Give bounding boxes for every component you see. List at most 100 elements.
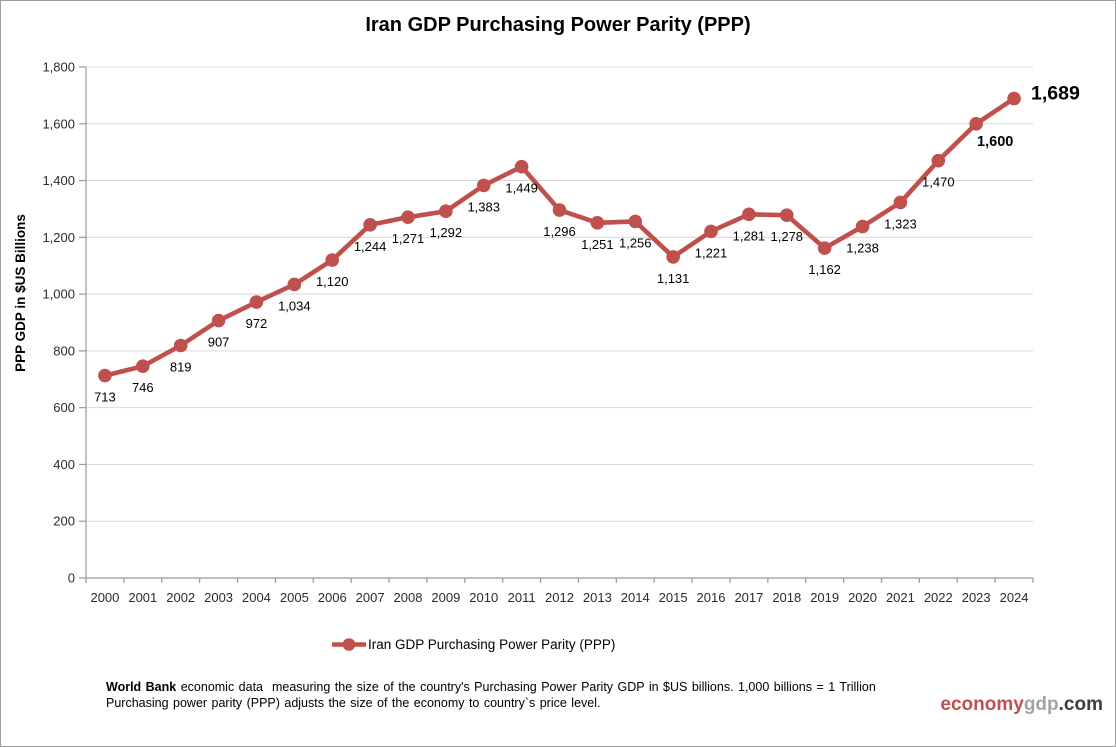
data-point-label: 1,323	[884, 216, 917, 231]
data-point-marker	[628, 214, 643, 229]
data-point-marker	[514, 159, 529, 174]
footer-source: World Bank	[106, 680, 177, 694]
y-tick-label: 600	[53, 400, 75, 415]
y-tick-label: 200	[53, 514, 75, 529]
data-point-label: 819	[170, 359, 192, 374]
data-point-label: 1,449	[505, 181, 538, 196]
x-tick-label: 2008	[394, 590, 423, 605]
legend: Iran GDP Purchasing Power Parity (PPP)	[331, 637, 615, 652]
x-tick-label: 2009	[431, 590, 460, 605]
data-point-marker	[704, 224, 718, 239]
data-point-marker	[98, 368, 112, 383]
data-point-label: 1,278	[771, 229, 804, 244]
data-point-marker	[439, 204, 453, 219]
y-tick-label: 400	[53, 457, 75, 472]
data-point-label: 1,131	[657, 271, 690, 286]
x-tick-label: 2017	[734, 590, 763, 605]
data-point-label: 972	[246, 316, 268, 331]
data-point-label: 1,251	[581, 237, 614, 252]
data-point-label: 1,244	[354, 239, 387, 254]
legend-marker-dot	[342, 638, 356, 651]
data-point-marker	[552, 203, 567, 217]
footer-line1: economic data measuring the size of the …	[176, 680, 876, 694]
data-point-marker	[779, 208, 794, 222]
data-point-marker	[893, 195, 908, 210]
x-tick-label: 2020	[848, 590, 877, 605]
x-tick-label: 2000	[90, 590, 119, 605]
y-tick-label: 1,200	[42, 230, 75, 245]
data-point-marker	[1007, 91, 1021, 106]
chart-title: Iran GDP Purchasing Power Parity (PPP)	[365, 14, 751, 36]
x-tick-label: 2011	[508, 590, 536, 605]
data-point-marker	[136, 359, 150, 374]
data-point-label: 746	[132, 380, 154, 395]
data-point-marker	[817, 241, 832, 255]
data-point-label: 1,689	[1031, 83, 1080, 105]
x-tick-label: 2003	[204, 590, 233, 605]
watermark-gdp: gdp	[1023, 694, 1059, 715]
x-tick-label: 2007	[356, 590, 385, 605]
data-point-label: 907	[208, 335, 230, 350]
y-tick-label: 1,400	[42, 173, 75, 188]
x-tick-label: 2015	[659, 590, 688, 605]
data-point-label: 1,296	[543, 224, 576, 239]
data-point-marker	[325, 253, 340, 267]
data-point-marker	[211, 313, 226, 328]
x-tick-label: 2005	[280, 590, 309, 605]
legend-line-marker-icon	[332, 638, 366, 651]
x-tick-label: 2006	[318, 590, 347, 605]
data-point-label: 1,271	[392, 231, 425, 246]
data-point-label: 1,470	[922, 175, 955, 190]
data-point-marker	[666, 250, 680, 264]
x-tick-label: 2024	[1000, 590, 1029, 605]
data-point-marker	[742, 207, 756, 222]
legend-label: Iran GDP Purchasing Power Parity (PPP)	[368, 637, 616, 652]
data-point-marker	[287, 277, 302, 292]
x-tick-label: 2018	[772, 590, 801, 605]
x-tick-label: 2012	[545, 590, 574, 605]
x-tick-label: 2021	[886, 590, 915, 605]
footer-line2: Purchasing power parity (PPP) adjusts th…	[106, 695, 601, 710]
data-point-marker	[476, 178, 491, 193]
x-tick-label: 2019	[810, 590, 839, 605]
watermark-economy: economy	[940, 694, 1024, 715]
x-tick-label: 2014	[621, 590, 650, 605]
data-point-marker	[401, 210, 415, 224]
data-point-label: 1,256	[619, 235, 652, 250]
data-point-marker	[969, 116, 983, 131]
data-point-marker	[590, 216, 605, 230]
y-tick-label: 1,800	[42, 60, 75, 75]
data-point-marker	[855, 219, 870, 234]
x-tick-label: 2022	[924, 590, 953, 605]
x-tick-label: 2004	[242, 590, 271, 605]
data-point-label: 1,292	[430, 225, 463, 240]
data-point-label: 1,238	[846, 241, 879, 256]
chart-canvas: PPP GDP in $US Billions 0 200 400 600 800 1,0…	[13, 60, 1080, 606]
data-point-marker	[363, 218, 377, 232]
x-tick-label: 2013	[583, 590, 612, 605]
footer-note: World Bank economic data measuring the s…	[106, 680, 936, 711]
data-point-label: 1,120	[316, 274, 349, 289]
y-tick-label: 1,000	[42, 287, 75, 302]
x-tick-label: 2016	[697, 590, 726, 605]
data-point-label: 1,221	[695, 245, 728, 260]
x-tick-label: 2023	[962, 590, 991, 605]
data-point-label: 1,034	[278, 298, 311, 313]
x-tick-label: 2001	[128, 590, 157, 605]
data-point-label: 1,281	[733, 228, 766, 243]
y-axis-title: PPP GDP in $US Billions	[13, 214, 28, 372]
data-point-label: 1,600	[977, 134, 1013, 150]
y-tick-label: 0	[68, 571, 75, 586]
data-point-label: 713	[94, 390, 116, 405]
data-point-marker	[249, 295, 264, 309]
data-point-marker	[931, 153, 946, 168]
data-point-label: 1,162	[808, 262, 841, 277]
data-point-marker	[173, 338, 188, 353]
data-point-label: 1,383	[467, 199, 500, 214]
x-tick-label: 2002	[166, 590, 195, 605]
x-tick-label: 2010	[469, 590, 498, 605]
watermark-logo[interactable]: economygdp.com	[940, 694, 1103, 716]
y-tick-label: 800	[53, 343, 75, 358]
watermark-com: .com	[1058, 694, 1103, 715]
